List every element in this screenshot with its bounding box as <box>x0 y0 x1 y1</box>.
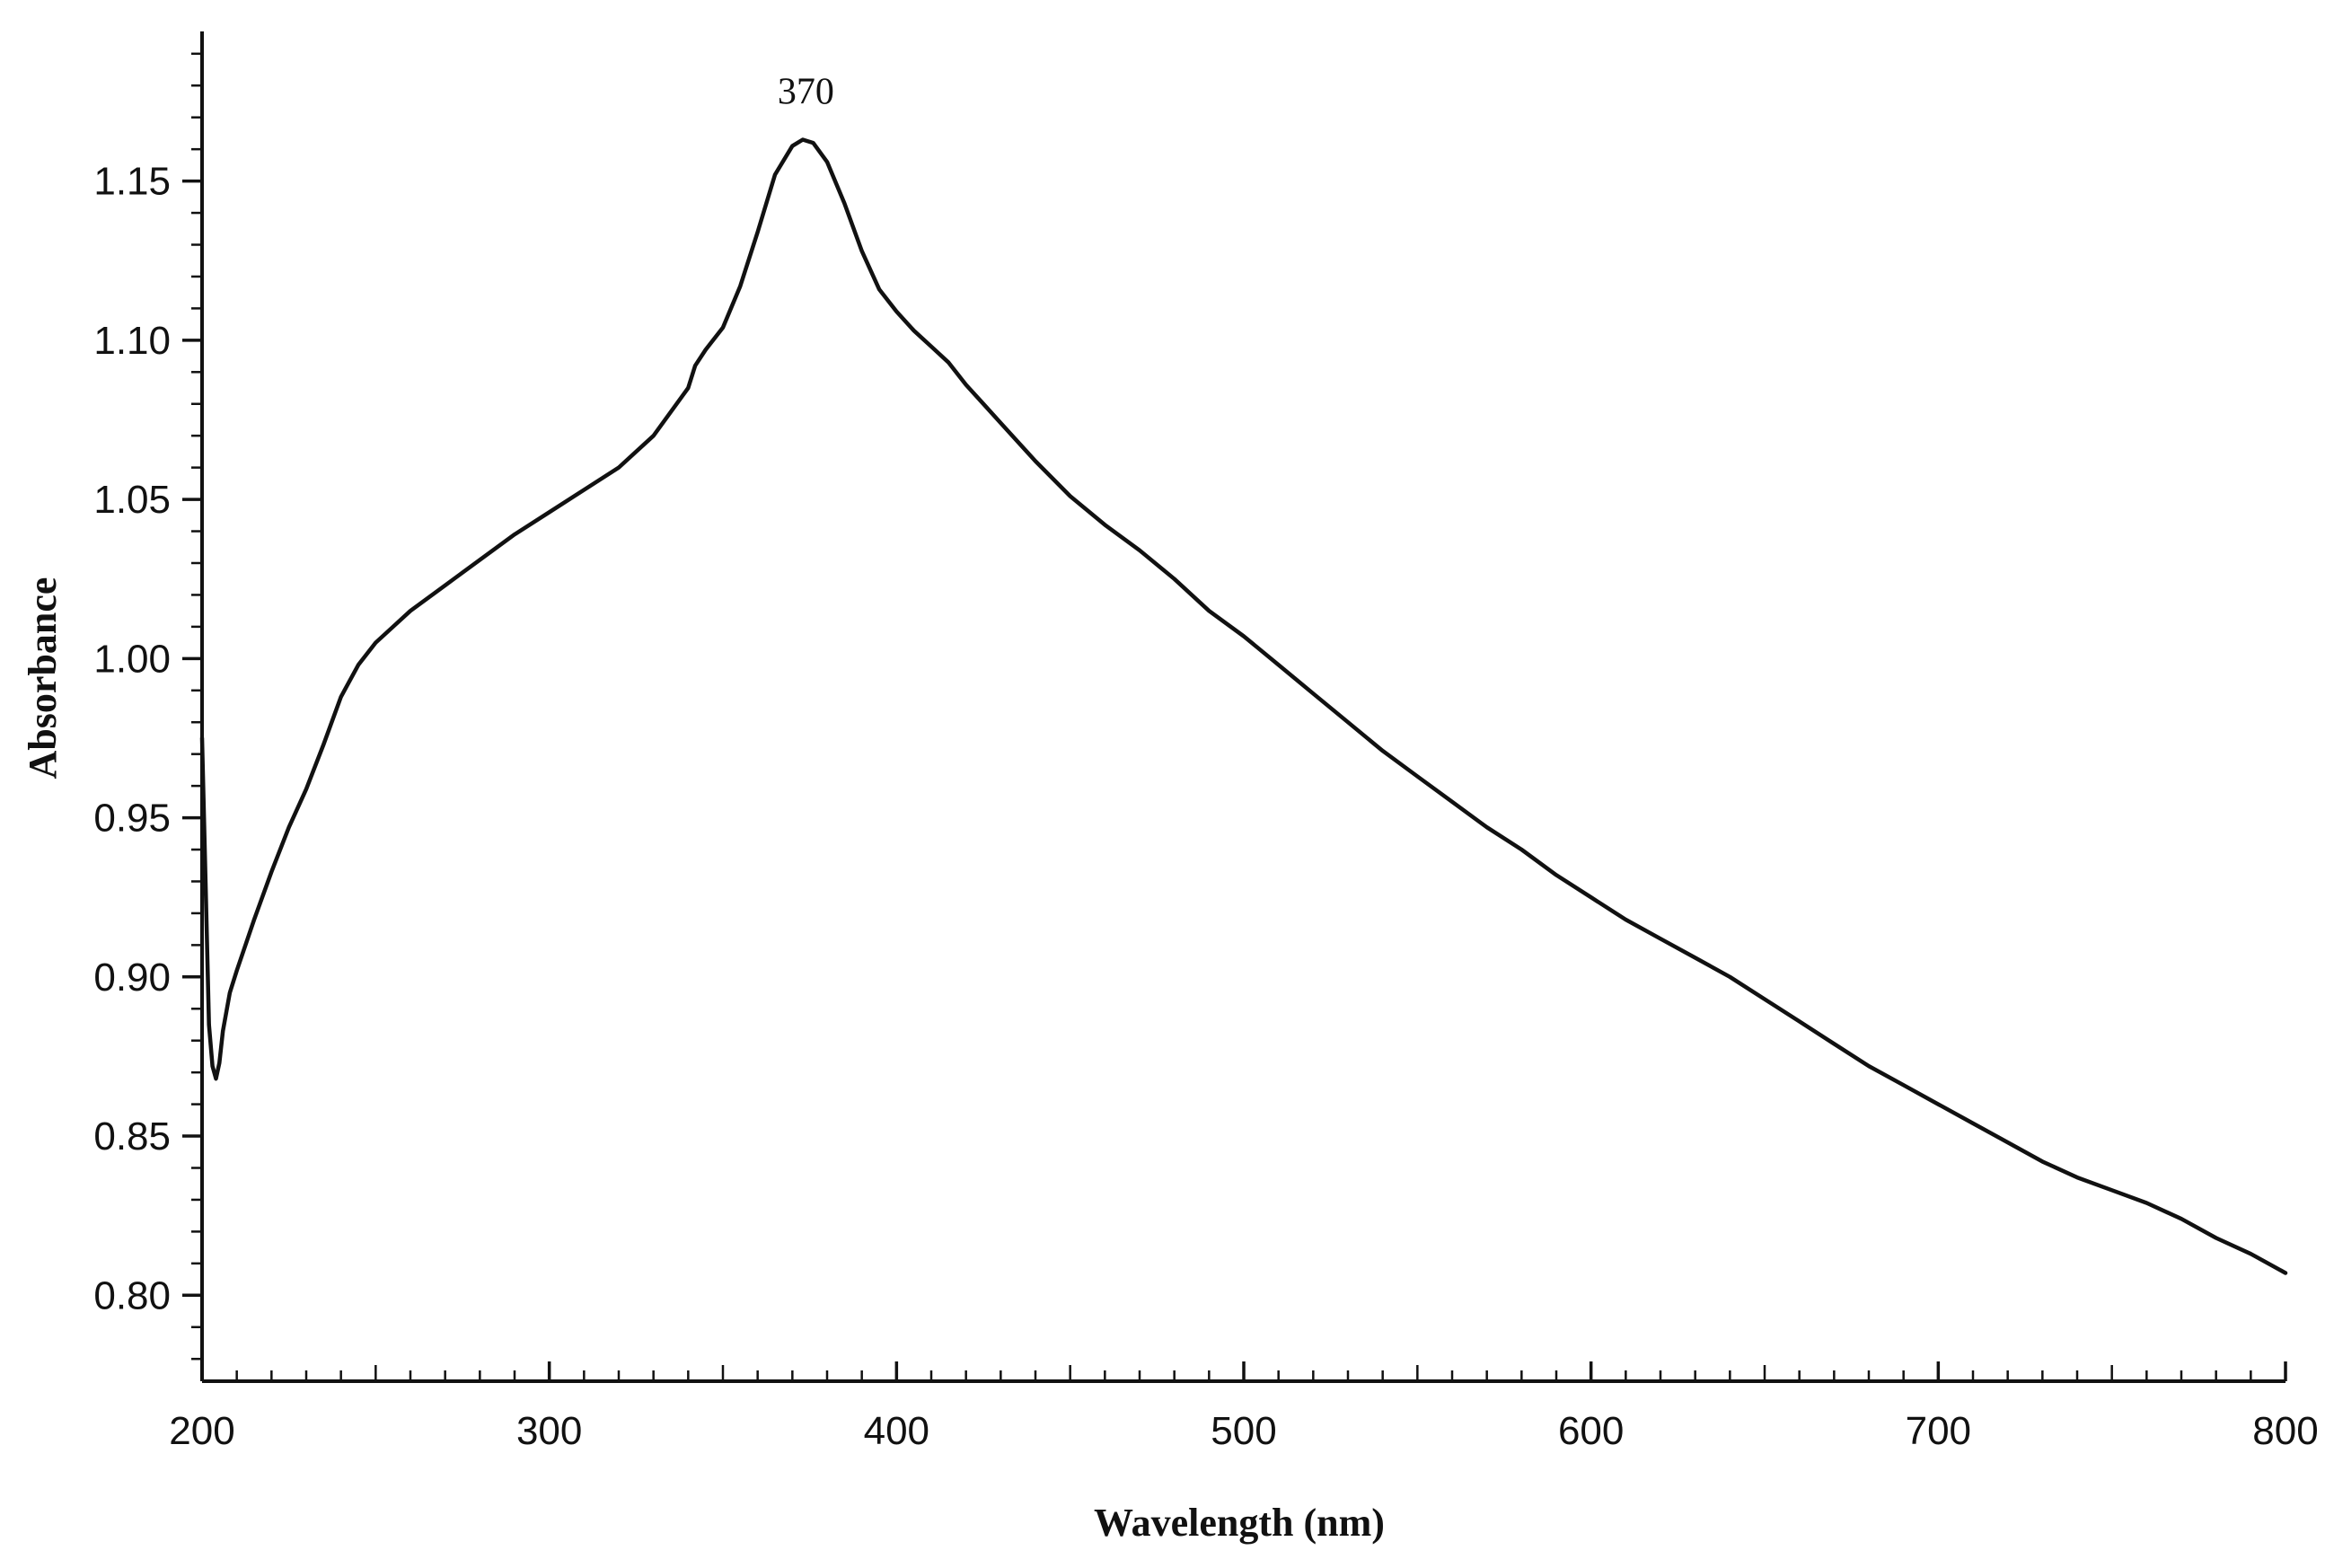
plot-area: 0.80 0.85 0.90 0.95 1.00 1.05 1.10 1.15 200 300 4… <box>93 31 2319 1453</box>
y-tick-label: 0.90 <box>93 956 171 1000</box>
x-axis-ticks <box>200 1361 2287 1381</box>
y-axis-title: Absorbance <box>21 577 65 780</box>
y-tick-label: 1.10 <box>93 319 171 363</box>
x-tick-label: 700 <box>1906 1409 1971 1453</box>
x-tick-label: 200 <box>169 1409 234 1453</box>
y-tick-label: 1.15 <box>93 160 171 204</box>
y-axis-ticks <box>182 52 202 1361</box>
x-tick-label: 300 <box>516 1409 582 1453</box>
x-tick-label: 500 <box>1211 1409 1276 1453</box>
y-tick-label: 0.80 <box>93 1273 171 1317</box>
x-tick-label: 400 <box>864 1409 929 1453</box>
x-axis-title: Wavelength (nm) <box>1094 1501 1385 1545</box>
series-line-absorbance <box>199 137 2288 1275</box>
y-tick-label: 1.00 <box>93 637 171 681</box>
peak-annotation: 370 <box>778 72 834 113</box>
annotations: 370 <box>778 72 834 113</box>
y-tick-label: 0.85 <box>93 1114 171 1158</box>
x-tick-label: 800 <box>2252 1409 2318 1453</box>
x-axis-tick-labels: 200 300 400 500 600 700 800 <box>169 1409 2318 1453</box>
y-tick-label: 0.95 <box>93 797 171 841</box>
y-tick-label: 1.05 <box>93 478 171 522</box>
y-axis-tick-labels: 0.80 0.85 0.90 0.95 1.00 1.05 1.10 1.15 <box>93 160 171 1318</box>
x-tick-label: 600 <box>1558 1409 1624 1453</box>
